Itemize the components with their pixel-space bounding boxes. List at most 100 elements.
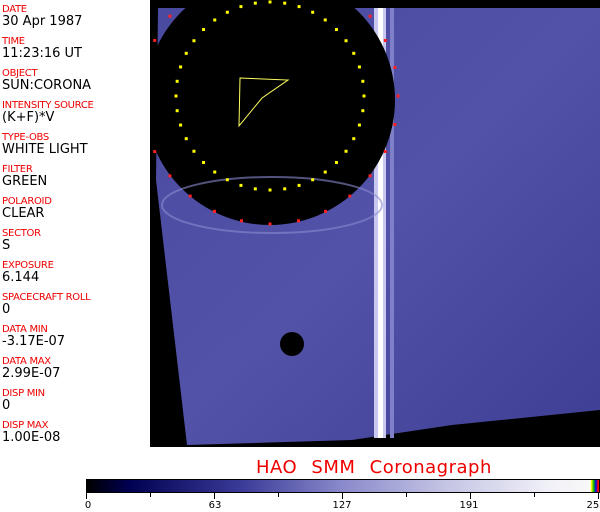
limb-marker — [283, 187, 287, 191]
colorbar-tick — [406, 493, 407, 497]
limb-marker — [188, 194, 192, 198]
limb-marker — [311, 10, 315, 14]
field-intensity-source: INTENSITY SOURCE (K+F)*V — [2, 100, 94, 125]
sector-outline — [238, 77, 290, 128]
field-value: 1.00E-08 — [2, 430, 61, 445]
field-object: OBJECT SUN:CORONA — [2, 68, 91, 93]
limb-marker — [268, 222, 272, 226]
limb-marker — [348, 194, 352, 198]
limb-marker — [225, 10, 229, 14]
limb-marker — [352, 137, 356, 141]
limb-marker — [225, 178, 229, 182]
field-disp-min: DISP MIN 0 — [2, 388, 45, 413]
field-label: OBJECT — [2, 68, 38, 79]
limb-marker — [213, 18, 217, 22]
colorbar-tick — [598, 493, 599, 499]
limb-marker — [393, 122, 397, 126]
colorbar-tick — [86, 493, 87, 499]
colorbar-tick-label: 255 — [586, 500, 600, 511]
limb-marker — [168, 14, 172, 18]
field-value: GREEN — [2, 174, 48, 189]
limb-marker — [239, 183, 243, 187]
field-polaroid: POLAROID CLEAR — [2, 196, 52, 221]
colorbar-tick-label: 0 — [84, 500, 92, 511]
colorbar-tick — [278, 493, 279, 497]
limb-marker — [213, 170, 217, 174]
limb-marker — [297, 5, 301, 9]
field-value: S — [2, 238, 11, 253]
field-value: WHITE LIGHT — [2, 142, 88, 157]
field-value: (K+F)*V — [2, 110, 55, 125]
limb-marker — [334, 28, 338, 32]
field-type-obs: TYPE-OBS WHITE LIGHT — [2, 132, 88, 157]
colorbar-tick — [150, 493, 151, 497]
limb-marker — [179, 123, 183, 127]
field-time: TIME 11:23:16 UT — [2, 36, 82, 61]
limb-marker — [268, 188, 272, 192]
limb-marker — [383, 150, 387, 154]
limb-marker — [311, 178, 315, 182]
field-label: TYPE-OBS — [2, 132, 49, 143]
field-spacecraft-roll: SPACECRAFT ROLL 0 — [2, 292, 91, 317]
colorbar-tick — [470, 493, 471, 499]
limb-marker — [357, 123, 361, 127]
field-label: DISP MIN — [2, 388, 45, 399]
limb-marker — [361, 109, 365, 113]
field-label: INTENSITY SOURCE — [2, 100, 94, 111]
limb-marker — [297, 183, 301, 187]
occulter-disk — [145, 0, 395, 225]
colorbar-tick-label: 191 — [459, 500, 479, 511]
colorbar-tick — [214, 493, 215, 499]
limb-marker — [179, 65, 183, 69]
limb-marker — [296, 219, 300, 223]
field-value: 6.144 — [2, 270, 40, 285]
limb-marker — [212, 209, 216, 213]
field-data-max: DATA MAX 2.99E-07 — [2, 356, 60, 381]
field-label: EXPOSURE — [2, 260, 54, 271]
limb-marker — [344, 149, 348, 153]
field-label: DISP MAX — [2, 420, 49, 431]
limb-marker — [184, 51, 188, 55]
field-value: SUN:CORONA — [2, 78, 92, 93]
limb-marker — [192, 149, 196, 153]
limb-marker — [184, 137, 188, 141]
header-info-panel — [0, 0, 152, 447]
field-date: DATE 30 Apr 1987 — [2, 4, 82, 29]
field-label: DATA MIN — [2, 324, 48, 335]
field-sector: SECTOR S — [2, 228, 41, 253]
coronagraph-image[interactable] — [140, 0, 600, 447]
field-label: TIME — [2, 36, 25, 47]
colorbar — [86, 479, 600, 493]
limb-marker — [352, 51, 356, 55]
field-disp-max: DISP MAX 1.00E-08 — [2, 420, 60, 445]
field-data-min: DATA MIN -3.17E-07 — [2, 324, 65, 349]
field-value: 2.99E-07 — [2, 366, 61, 381]
limb-marker — [153, 150, 157, 154]
coronagraph-image-svg — [140, 0, 600, 445]
field-exposure: EXPOSURE 6.144 — [2, 260, 54, 285]
colorbar-tick-label: 127 — [332, 500, 352, 511]
colorbar-tick — [534, 493, 535, 497]
field-filter: FILTER GREEN — [2, 164, 47, 189]
limb-marker — [153, 38, 157, 42]
limb-marker — [202, 28, 206, 32]
limb-marker — [362, 94, 366, 98]
limb-marker — [323, 170, 327, 174]
limb-marker — [175, 79, 179, 83]
limb-marker — [383, 38, 387, 42]
limb-marker — [253, 1, 257, 5]
limb-marker — [393, 66, 397, 70]
limb-marker — [240, 219, 244, 223]
field-value: 0 — [2, 398, 11, 413]
limb-marker — [396, 94, 400, 98]
limb-marker — [202, 160, 206, 164]
limb-marker — [239, 5, 243, 9]
field-value: -3.17E-07 — [2, 334, 66, 349]
colorbar-tick-label: 63 — [208, 500, 222, 511]
field-value: 30 Apr 1987 — [2, 14, 83, 29]
limb-marker — [368, 14, 372, 18]
limb-marker — [174, 94, 178, 98]
limb-marker — [253, 187, 257, 191]
field-label: POLAROID — [2, 196, 52, 207]
limb-marker — [283, 1, 287, 5]
